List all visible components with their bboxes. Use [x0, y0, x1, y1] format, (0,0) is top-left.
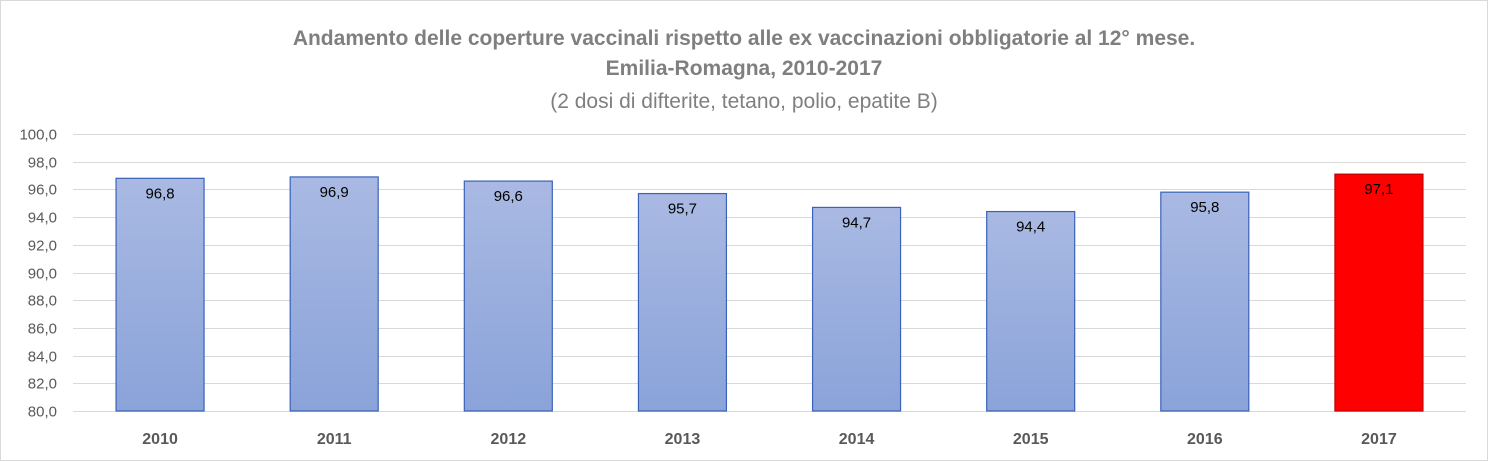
x-tick-label-2011: 2011 [317, 431, 352, 448]
bar-2017 [1334, 173, 1424, 412]
data-label-2016: 95,8 [1190, 199, 1219, 216]
x-tick-label-2017: 2017 [1361, 431, 1397, 448]
y-tick-label: 96,0 [28, 182, 57, 199]
y-tick-label: 86,0 [28, 321, 57, 338]
x-tick-label-2014: 2014 [839, 431, 875, 448]
bar-2010 [115, 177, 205, 412]
data-label-2015: 94,4 [1016, 219, 1045, 236]
y-tick-label: 88,0 [28, 293, 57, 310]
x-tick-label-2016: 2016 [1187, 431, 1223, 448]
bar-2015 [986, 210, 1076, 412]
x-tick-label-2010: 2010 [142, 431, 178, 448]
data-label-2010: 96,8 [145, 185, 174, 202]
chart-title: Andamento delle coperture vaccinali risp… [292, 27, 1196, 50]
x-tick-label-2015: 2015 [1013, 431, 1049, 448]
chart-subtitle: Emilia-Romagna, 2010-2017 [605, 57, 883, 80]
y-tick-label: 80,0 [28, 404, 57, 421]
y-tick-label: 90,0 [28, 266, 57, 283]
y-tick-label: 82,0 [28, 376, 57, 393]
y-tick-label: 92,0 [28, 238, 57, 255]
bar-2013 [637, 192, 728, 412]
data-label-2011: 96,9 [320, 184, 349, 201]
bar-2011 [289, 176, 379, 412]
y-tick-label: 84,0 [28, 349, 57, 366]
x-tick-label-2013: 2013 [665, 431, 701, 448]
y-tick-label: 94,0 [28, 210, 57, 227]
y-tick-label: 100,0 [19, 127, 57, 144]
x-tick-label-2012: 2012 [491, 431, 527, 448]
y-tick-label: 98,0 [28, 155, 57, 172]
bar-2014 [811, 206, 902, 412]
bar-2016 [1160, 191, 1250, 412]
data-label-2014: 94,7 [842, 214, 871, 231]
data-label-2017: 97,1 [1364, 181, 1393, 198]
chart-subtitle-note: (2 dosi di difterite, tetano, polio, epa… [550, 90, 938, 113]
data-label-2013: 95,7 [668, 201, 697, 218]
data-label-2012: 96,6 [494, 188, 523, 205]
bar-2012 [463, 180, 553, 412]
